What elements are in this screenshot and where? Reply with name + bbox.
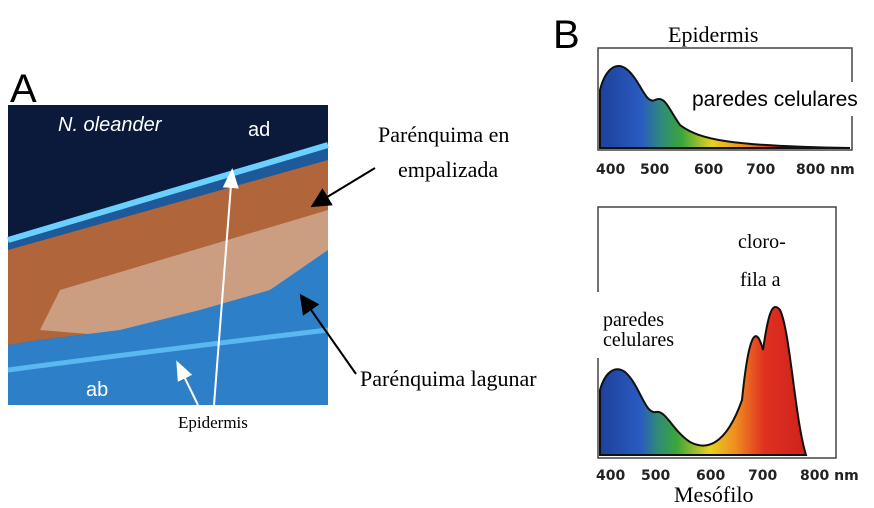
epidermis-label: Epidermis	[178, 413, 248, 432]
spectrum-title: Mesófilo	[674, 482, 753, 507]
annotation: celulares	[603, 329, 674, 351]
annotation: fila a	[740, 269, 781, 291]
x-tick-label: 400	[596, 468, 625, 484]
panel-label: A	[10, 67, 37, 111]
panel-label: B	[553, 13, 580, 57]
ab-label: ab	[86, 379, 108, 401]
x-tick-label: 600	[694, 162, 723, 178]
spongy-label: Parénquima lagunar	[360, 366, 537, 391]
annotation: paredes	[603, 309, 664, 331]
annotation: paredes celulares	[692, 88, 858, 111]
palisade-label: Parénquima en	[378, 122, 509, 147]
spectrum-title: Epidermis	[668, 22, 758, 47]
x-tick-label: 600	[696, 468, 725, 484]
x-tick-label: 500	[640, 162, 669, 178]
figure: A N. oleander ad ab Parénquima en empali…	[0, 0, 874, 508]
micrograph	[8, 105, 328, 405]
annotation: cloro-	[738, 231, 786, 253]
species: N. oleander	[58, 114, 163, 136]
ad-label: ad	[248, 119, 270, 141]
x-tick-label: 700	[746, 162, 775, 178]
x-tick-label: 800 nm	[800, 468, 859, 484]
x-tick-label: 400	[596, 162, 625, 178]
x-tick-label: 500	[641, 468, 670, 484]
x-tick-label: 800 nm	[796, 162, 855, 178]
palisade-label: empalizada	[398, 157, 498, 182]
x-tick-label: 700	[748, 468, 777, 484]
